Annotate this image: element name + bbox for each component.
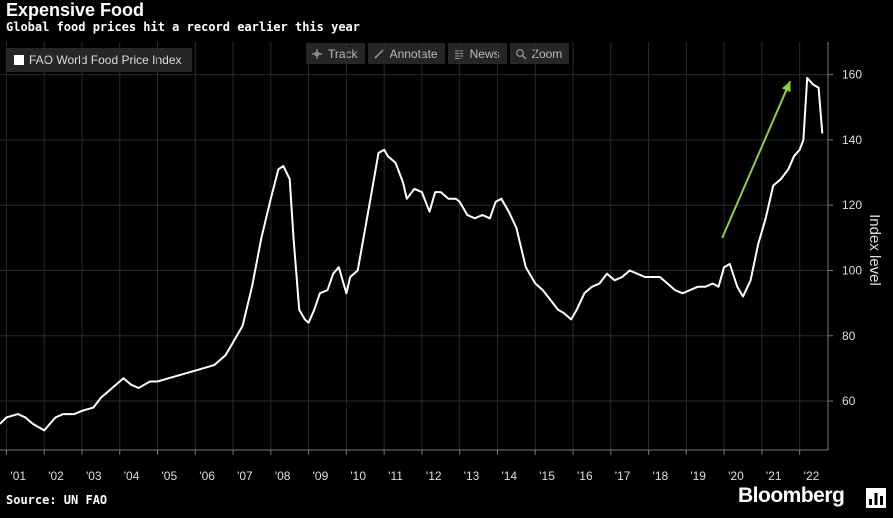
y-tick-label: 120 (842, 198, 862, 212)
annotate-button[interactable]: Annotate (367, 43, 445, 64)
x-tick-label: '20 (728, 469, 744, 483)
series-line (0, 76, 824, 432)
gridlines (0, 42, 828, 450)
track-label: Track (328, 46, 358, 61)
trend-arrow-line (721, 80, 792, 239)
pencil-icon (373, 48, 385, 60)
x-tick-label: '22 (804, 469, 820, 483)
news-button[interactable]: News (447, 43, 507, 64)
x-tick-label: '17 (615, 469, 631, 483)
y-tick-label: 80 (842, 329, 856, 343)
x-tick-label: '13 (464, 469, 480, 483)
zoom-label: Zoom (531, 46, 563, 61)
x-tick-label: '12 (426, 469, 442, 483)
x-tick-label: '08 (275, 469, 291, 483)
x-tick-label: '03 (86, 469, 102, 483)
annotate-label: Annotate (389, 46, 438, 61)
chart-toolbar: Track Annotate News Zoom (306, 43, 570, 64)
legend-label: FAO World Food Price Index (29, 53, 182, 67)
x-tick-label: '21 (766, 469, 782, 483)
x-tick-label: '18 (653, 469, 669, 483)
y-axis-title: Index level (866, 214, 883, 286)
legend-swatch (14, 55, 24, 65)
x-tick-label: '07 (237, 469, 253, 483)
y-tick-label: 140 (842, 133, 862, 147)
legend[interactable]: FAO World Food Price Index (6, 48, 192, 72)
x-tick-label: '15 (539, 469, 555, 483)
x-tick-label: '11 (388, 469, 403, 483)
x-tick-label: '06 (199, 469, 215, 483)
axes: 60 80 100 120 140 160 '01 '02 '03 '04 '05 '06 '07 '08… (0, 42, 883, 483)
crosshair-icon (311, 48, 323, 60)
trend-arrow-head (781, 81, 791, 93)
x-tick-label: '19 (690, 469, 706, 483)
x-tick-label: '10 (350, 469, 366, 483)
x-tick-label: '02 (48, 469, 64, 483)
x-tick-label: '04 (124, 469, 140, 483)
news-label: News (469, 46, 500, 61)
x-tick-label: '14 (501, 469, 517, 483)
series-layer (0, 76, 824, 432)
magnifier-icon (515, 48, 527, 60)
chart-title: Expensive Food (6, 0, 145, 20)
bloomberg-logo: Bloomberg (738, 484, 845, 507)
zoom-button[interactable]: Zoom (509, 43, 570, 64)
chart-subtitle: Global food prices hit a record earlier … (6, 20, 361, 34)
y-tick-label: 60 (842, 394, 856, 408)
news-icon (453, 48, 465, 60)
x-tick-label: '16 (577, 469, 593, 483)
x-tick-label: '01 (10, 469, 26, 483)
x-tick-label: '09 (313, 469, 329, 483)
y-tick-label: 100 (842, 263, 862, 277)
y-tick-label: 160 (842, 68, 862, 82)
source-note: Source: UN FAO (6, 493, 108, 507)
bar-chart-icon (866, 488, 886, 508)
x-tick-label: '05 (162, 469, 178, 483)
track-button[interactable]: Track (306, 43, 365, 64)
annotations (721, 80, 792, 239)
